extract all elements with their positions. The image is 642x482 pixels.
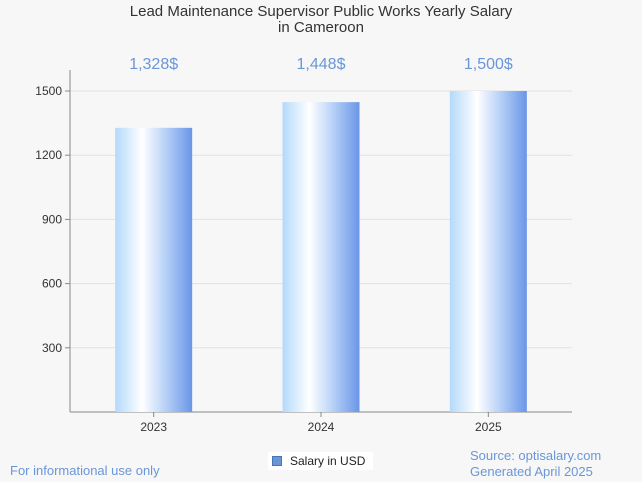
disclaimer-text: For informational use only [10,463,160,478]
y-tick-label: 600 [42,277,62,291]
x-tick-label: 2024 [308,420,335,434]
data-label: 1,500$ [464,56,513,73]
chart-title: Lead Maintenance Supervisor Public Works… [0,4,642,36]
generated-text: Generated April 2025 [470,464,593,479]
y-tick-label: 900 [42,212,62,226]
x-tick-label: 2023 [140,420,167,434]
data-label: 1,328$ [129,56,178,73]
y-tick-label: 1500 [35,84,62,98]
bar-2023 [115,127,193,413]
chart-title-line-2: in Cameroon [278,19,364,36]
y-tick-label: 1200 [35,148,62,162]
source-text: Source: optisalary.com [470,448,602,463]
legend[interactable]: Salary in USD [268,452,374,470]
bar-2024 [282,102,360,413]
bar-2025 [449,91,527,412]
chart-title-line-1: Lead Maintenance Supervisor Public Works… [129,3,513,20]
source-info: Source: optisalary.com Generated April 2… [470,448,601,480]
data-label: 1,448$ [297,56,346,73]
labels: 300 600 900 1200 1500 2023 1,328$ 2024 1,448$ 202… [35,56,513,434]
bars [115,91,527,413]
legend-swatch [272,456,282,466]
legend-label: Salary in USD [290,454,366,468]
x-tick-label: 2025 [475,420,502,434]
y-tick-label: 300 [42,341,62,355]
